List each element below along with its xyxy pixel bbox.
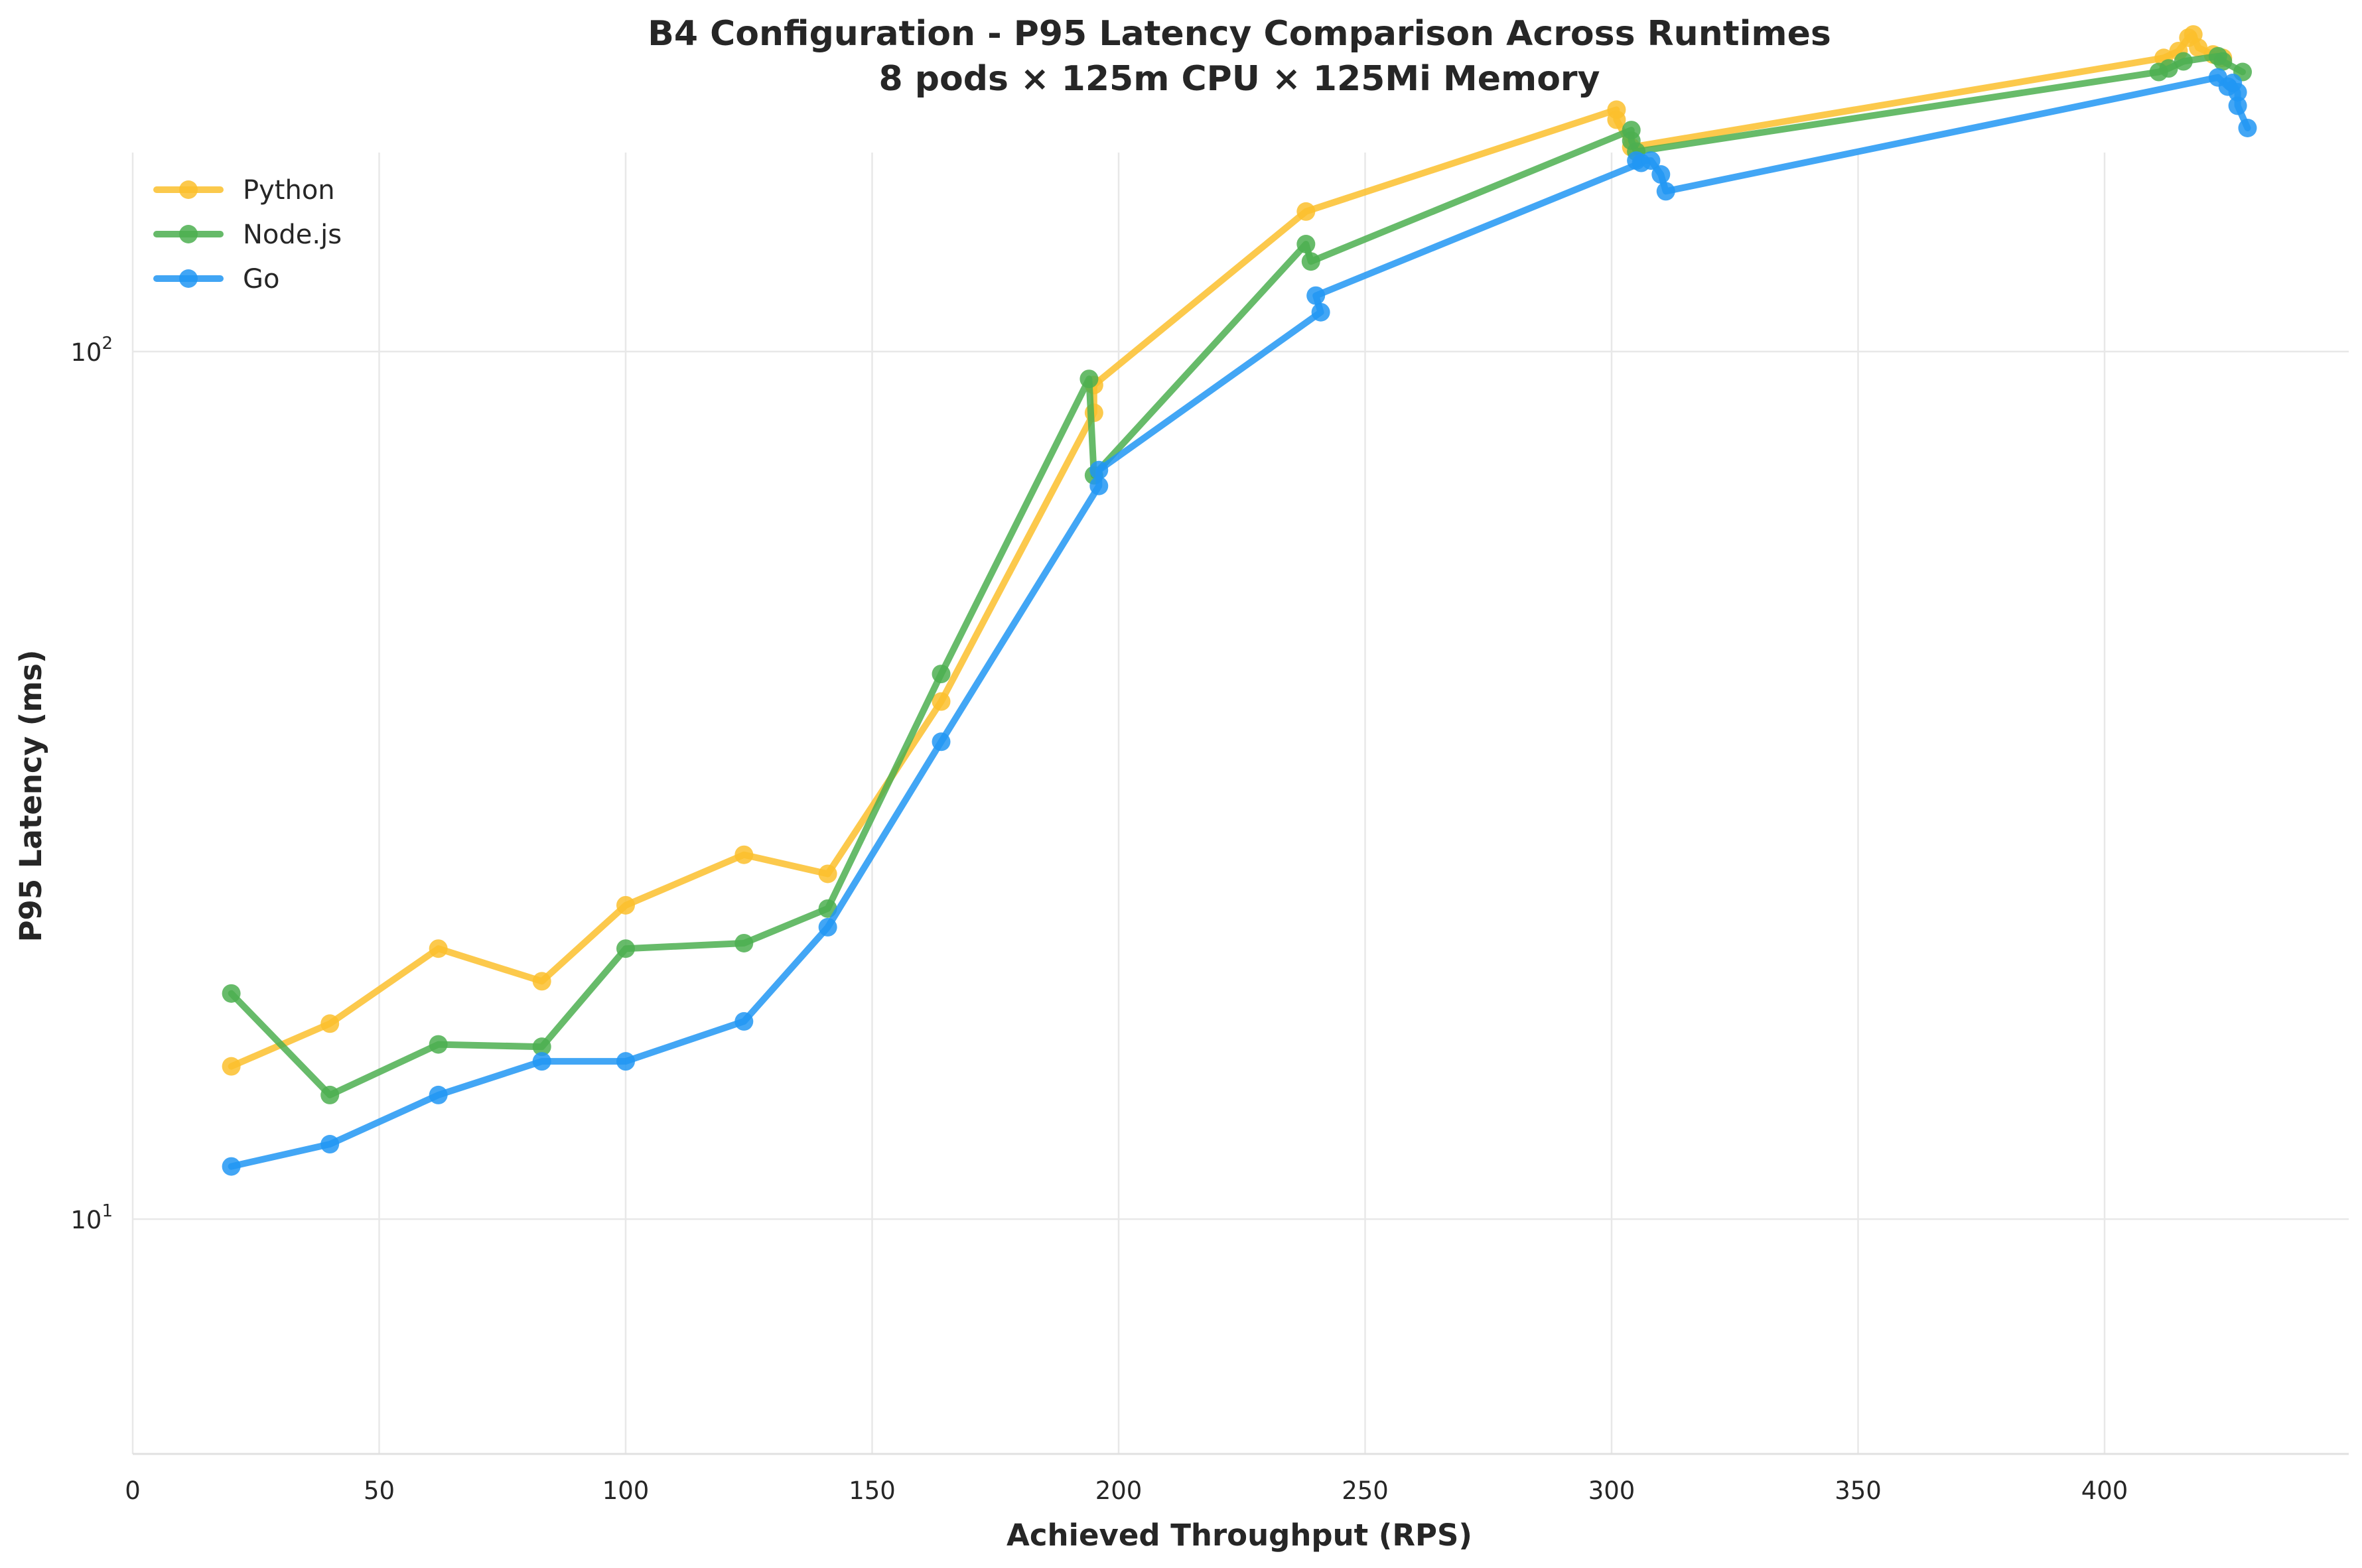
data-point: [734, 933, 754, 952]
chart-title: B4 Configuration - P95 Latency Compariso…: [648, 14, 1831, 54]
chart-subtitle: 8 pods × 125m CPU × 125Mi Memory: [879, 59, 1600, 99]
data-point: [932, 665, 951, 684]
data-point: [320, 1085, 340, 1104]
x-tick-label: 350: [1835, 1476, 1882, 1505]
data-point: [1301, 252, 1320, 271]
data-point: [1079, 369, 1099, 389]
legend-label: Go: [243, 264, 279, 294]
axis-layer: 0 50 100 150 200 250 300 350 400 101 102: [70, 334, 2349, 1505]
legend-swatch-marker: [179, 269, 198, 288]
legend: Python Node.js Go: [153, 175, 342, 294]
x-tick-label: 250: [1342, 1476, 1389, 1505]
data-point: [1311, 302, 1330, 322]
data-point: [222, 1157, 241, 1176]
series-line: [228, 52, 2246, 1098]
data-point: [1089, 460, 1109, 480]
x-tick-label: 300: [1588, 1476, 1635, 1505]
x-tick-label: 0: [125, 1476, 141, 1505]
data-point: [734, 1012, 754, 1031]
data-point: [1296, 202, 1316, 221]
series-go: [222, 68, 2257, 1176]
data-point: [1641, 151, 1661, 170]
data-point: [1607, 110, 1626, 129]
data-point: [532, 1052, 551, 1071]
data-point: [429, 1085, 448, 1104]
legend-swatch-marker: [179, 225, 198, 243]
x-tick-label: 200: [1095, 1476, 1143, 1505]
y-tick-label: 102: [70, 334, 113, 367]
data-point: [2238, 118, 2257, 137]
series-line: [228, 74, 2251, 1170]
x-tick-label: 100: [602, 1476, 650, 1505]
data-point: [932, 732, 951, 751]
data-point: [320, 1014, 340, 1033]
legend-swatch-marker: [179, 180, 198, 199]
series-layer: [222, 25, 2257, 1176]
data-point: [2228, 83, 2247, 102]
data-point: [2189, 38, 2208, 57]
legend-label: Python: [243, 175, 335, 206]
data-point: [616, 1052, 635, 1071]
legend-label: Node.js: [243, 220, 342, 250]
data-point: [532, 1037, 551, 1057]
series-line: [228, 31, 2227, 1070]
data-point: [429, 1035, 448, 1054]
data-point: [2228, 96, 2247, 115]
data-point: [1296, 235, 1316, 254]
series-python: [222, 25, 2233, 1076]
data-point: [1306, 286, 1326, 305]
y-tick-label: 101: [70, 1201, 113, 1234]
legend-entry: Node.js: [153, 220, 342, 250]
data-point: [818, 864, 837, 883]
data-point: [1627, 151, 1646, 170]
grid-layer: [131, 153, 2349, 1454]
x-axis-label: Achieved Throughput (RPS): [1007, 1518, 1472, 1553]
data-point: [1651, 165, 1671, 184]
series-node-js: [222, 46, 2253, 1104]
y-axis-label: P95 Latency (ms): [13, 650, 48, 943]
data-point: [616, 939, 635, 958]
x-tick-label: 150: [849, 1476, 896, 1505]
data-point: [932, 692, 951, 711]
data-point: [222, 984, 241, 1003]
legend-entry: Go: [153, 264, 279, 294]
x-tick-label: 400: [2081, 1476, 2128, 1505]
data-point: [616, 895, 635, 915]
x-tick-label: 50: [364, 1476, 395, 1505]
data-point: [320, 1135, 340, 1154]
legend-entry: Python: [153, 175, 335, 206]
data-point: [734, 845, 754, 864]
data-point: [1089, 476, 1109, 495]
data-point: [818, 917, 837, 937]
data-point: [2174, 52, 2193, 71]
data-point: [222, 1057, 241, 1076]
data-point: [2213, 52, 2233, 71]
data-point: [532, 972, 551, 991]
data-point: [1656, 182, 1675, 201]
data-point: [429, 939, 448, 958]
data-point: [2159, 59, 2178, 78]
